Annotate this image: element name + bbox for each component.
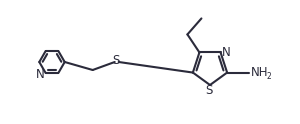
Text: N: N xyxy=(222,46,231,59)
Text: S: S xyxy=(205,83,213,96)
Text: NH: NH xyxy=(251,66,268,79)
Text: N: N xyxy=(36,67,45,80)
Text: 2: 2 xyxy=(266,72,271,81)
Text: S: S xyxy=(112,55,119,67)
